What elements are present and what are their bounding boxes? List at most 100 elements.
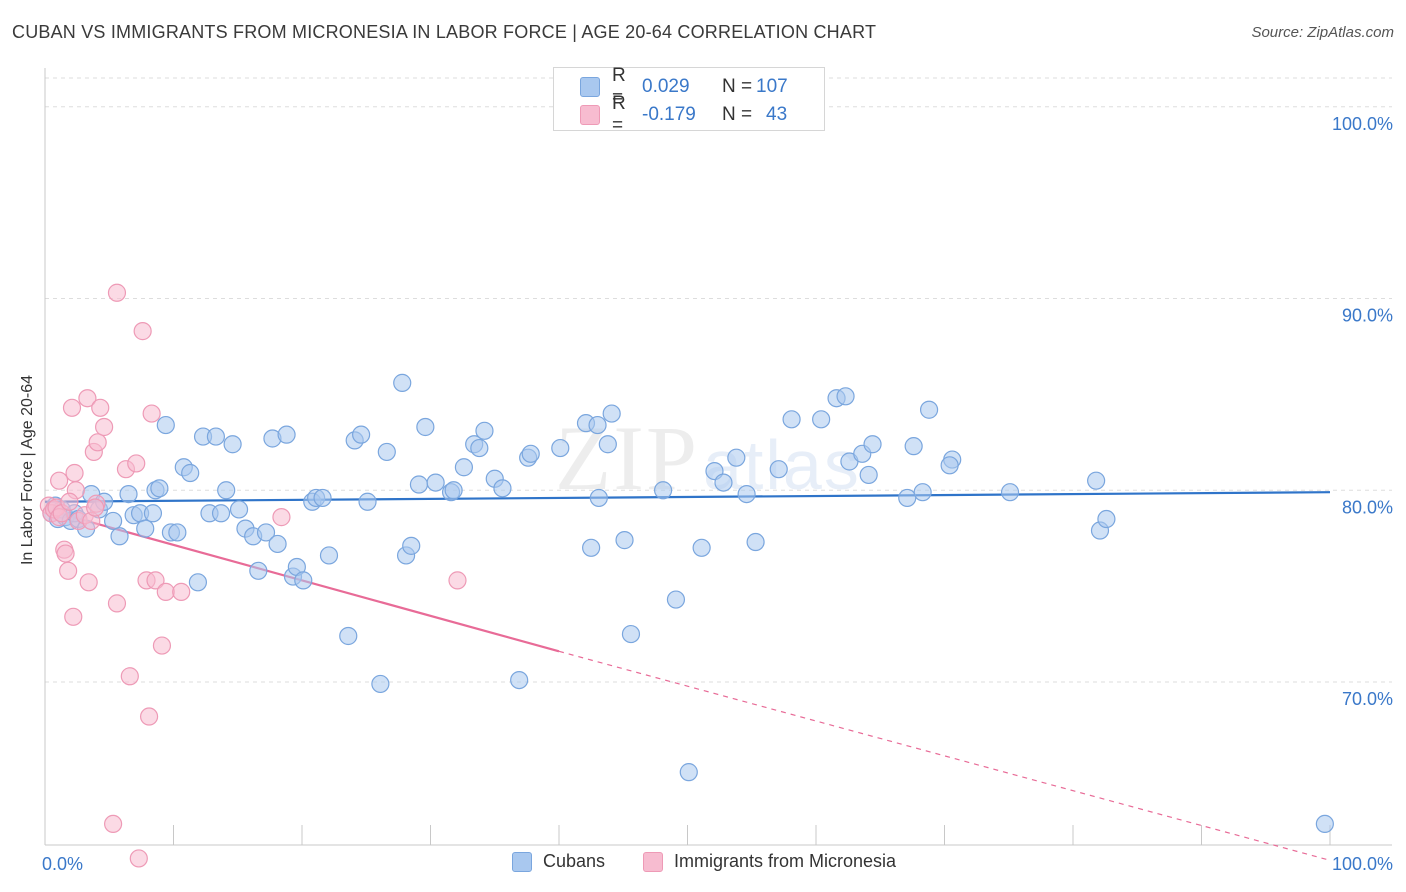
point-micronesia (56, 544, 75, 563)
point-cubans (268, 534, 287, 554)
point-micronesia (133, 322, 152, 341)
point-cubans (426, 473, 445, 492)
point-cubans (136, 519, 155, 538)
point-micronesia (88, 433, 107, 452)
point-cubans (119, 484, 138, 504)
legend-item-micronesia[interactable]: Immigrants from Micronesia (643, 851, 896, 872)
y-tick-label: 100.0% (1332, 114, 1393, 134)
point-cubans (188, 573, 208, 592)
point-cubans (313, 488, 332, 508)
legend-r-value-cubans: 0.029 (642, 76, 690, 97)
point-cubans (1097, 509, 1116, 529)
y-tick-label: 80.0% (1342, 497, 1393, 517)
point-cubans (737, 484, 756, 504)
point-cubans (211, 504, 231, 523)
legend-n-value-micronesia: 43 (766, 104, 788, 125)
legend-item-cubans[interactable]: Cubans (512, 851, 605, 872)
point-micronesia (86, 498, 105, 517)
point-cubans (402, 536, 421, 555)
watermark: ZIPatlas (555, 405, 861, 511)
point-cubans (277, 425, 296, 444)
point-cubans (598, 435, 617, 454)
legend-stats: R = 0.029 N = 107 R = -0.179 N = 43 (553, 65, 825, 136)
point-micronesia (91, 398, 110, 417)
point-cubans (588, 415, 607, 435)
point-cubans (746, 532, 765, 552)
legend-r-label: R = (612, 93, 626, 136)
legend-r-value-micronesia: -0.179 (642, 104, 696, 125)
point-cubans (653, 481, 673, 500)
point-cubans (898, 488, 917, 508)
chart-source: Source: ZipAtlas.com (1251, 24, 1394, 41)
y-axis-label: In Labor Force | Age 20-64 (19, 374, 36, 566)
point-cubans (679, 763, 698, 782)
point-cubans (666, 590, 686, 609)
point-cubans (904, 437, 923, 456)
point-cubans (217, 481, 236, 500)
point-cubans (692, 538, 711, 557)
point-micronesia (104, 814, 123, 834)
point-micronesia (146, 571, 165, 590)
point-cubans (150, 479, 169, 498)
point-cubans (352, 425, 371, 444)
point-micronesia (142, 404, 161, 423)
point-cubans (444, 481, 463, 500)
point-layer (39, 283, 1334, 868)
point-cubans (409, 475, 429, 494)
point-cubans (493, 479, 512, 498)
y-tick-label: 90.0% (1342, 306, 1393, 326)
x-tick-label: 0.0% (42, 854, 83, 874)
point-cubans (256, 523, 276, 542)
point-cubans (621, 624, 641, 644)
legend-n-label: N = (722, 76, 753, 97)
point-micronesia (107, 283, 127, 302)
point-cubans (358, 492, 377, 511)
y-tick-label: 70.0% (1342, 689, 1393, 709)
point-micronesia (60, 492, 79, 511)
point-cubans (812, 410, 831, 429)
point-cubans (521, 444, 540, 463)
point-cubans (510, 670, 529, 690)
point-cubans (913, 483, 932, 502)
legend-r-label: R = (612, 65, 626, 108)
point-cubans (371, 674, 390, 694)
point-cubans (615, 531, 634, 550)
point-micronesia (62, 398, 82, 417)
point-cubans (168, 523, 187, 542)
point-micronesia (156, 582, 175, 601)
x-tick-label: 100.0% (1332, 854, 1393, 874)
point-cubans (582, 538, 601, 557)
grid-layer (45, 77, 1392, 683)
point-micronesia (107, 594, 127, 613)
point-cubans (156, 415, 175, 435)
point-micronesia (78, 389, 97, 408)
tick-label-layer: 70.0% 80.0% 90.0% 100.0% 0.0% 100.0% (42, 114, 1393, 874)
point-cubans (319, 546, 339, 565)
point-cubans (859, 465, 878, 485)
point-cubans (393, 373, 412, 392)
legend-stats-row-cubans: R = 0.029 N = 107 (554, 65, 788, 108)
point-cubans (602, 404, 621, 423)
point-cubans (836, 387, 855, 406)
point-micronesia (448, 571, 467, 590)
legend-series: Cubans Immigrants from Micronesia (0, 851, 1406, 877)
axis-layer (44, 68, 1392, 846)
point-micronesia (152, 636, 172, 655)
point-cubans (206, 427, 226, 446)
point-cubans (223, 435, 242, 454)
point-cubans (589, 488, 608, 508)
point-cubans (475, 421, 494, 440)
point-cubans (551, 438, 570, 458)
point-cubans (863, 435, 882, 454)
point-micronesia (272, 508, 291, 527)
legend-stats-row-micronesia: R = -0.179 N = 43 (554, 93, 788, 136)
point-micronesia (120, 667, 139, 686)
legend-n-value-cubans: 107 (756, 76, 788, 97)
point-cubans (1315, 814, 1334, 834)
point-micronesia (50, 471, 69, 490)
point-micronesia (95, 417, 114, 437)
point-cubans (143, 504, 163, 523)
point-micronesia (127, 454, 146, 473)
legend-label-micronesia: Immigrants from Micronesia (674, 851, 897, 871)
point-cubans (416, 417, 435, 437)
